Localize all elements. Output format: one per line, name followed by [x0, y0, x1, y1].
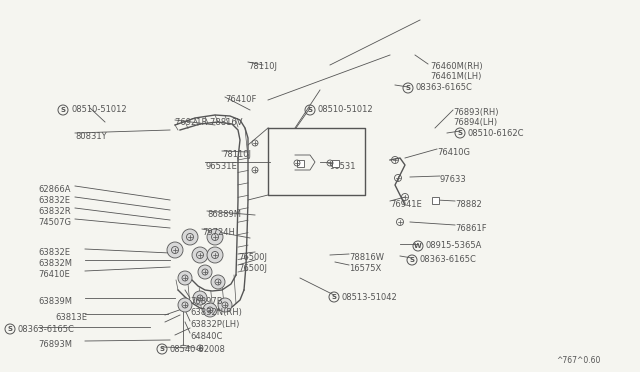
Circle shape: [167, 242, 183, 258]
Circle shape: [218, 298, 232, 312]
Circle shape: [192, 247, 208, 263]
Text: 86889M: 86889M: [207, 210, 241, 219]
Circle shape: [193, 291, 207, 305]
Circle shape: [178, 298, 192, 312]
Text: 08363-6165C: 08363-6165C: [18, 324, 75, 334]
Text: S: S: [159, 346, 164, 352]
Text: S: S: [458, 130, 463, 136]
Text: 97633: 97633: [440, 175, 467, 184]
Text: 76461M(LH): 76461M(LH): [430, 72, 481, 81]
Text: 76861F: 76861F: [455, 224, 486, 233]
Circle shape: [198, 265, 212, 279]
Text: 80831Y: 80831Y: [75, 132, 107, 141]
Text: 79724H: 79724H: [202, 228, 235, 237]
Text: 08513-51042: 08513-51042: [342, 292, 397, 301]
Text: 08363-6165C: 08363-6165C: [416, 83, 473, 93]
Text: 76941E: 76941E: [390, 200, 422, 209]
Text: 08540-62008: 08540-62008: [170, 344, 226, 353]
Text: 76410G: 76410G: [437, 148, 470, 157]
Text: 63832E: 63832E: [38, 196, 70, 205]
Text: 78110J: 78110J: [222, 150, 251, 159]
Text: 76897B: 76897B: [190, 297, 223, 306]
Text: 76410E: 76410E: [38, 270, 70, 279]
Text: 78110J: 78110J: [248, 62, 277, 71]
Text: 63839M: 63839M: [38, 297, 72, 306]
Circle shape: [207, 247, 223, 263]
Text: 78882: 78882: [455, 200, 482, 209]
Bar: [332, 160, 339, 167]
Text: S: S: [332, 294, 337, 300]
Text: 76410F: 76410F: [225, 95, 257, 104]
Circle shape: [203, 303, 217, 317]
Circle shape: [211, 275, 225, 289]
Text: 62866A: 62866A: [38, 185, 70, 194]
Text: ^767^0.60: ^767^0.60: [556, 356, 600, 365]
Bar: [296, 160, 303, 167]
Text: 08915-5365A: 08915-5365A: [426, 241, 483, 250]
Text: 63832E: 63832E: [38, 248, 70, 257]
Bar: [431, 196, 438, 203]
Text: 63832N(RH): 63832N(RH): [190, 308, 242, 317]
Text: 08510-6162C: 08510-6162C: [468, 128, 525, 138]
Text: 74507G: 74507G: [38, 218, 71, 227]
Text: S: S: [410, 257, 415, 263]
Text: 76500J: 76500J: [238, 253, 267, 262]
Text: S: S: [406, 85, 410, 91]
Text: S: S: [61, 107, 65, 113]
Text: 63832P(LH): 63832P(LH): [190, 320, 239, 329]
Text: S: S: [8, 326, 13, 332]
Circle shape: [182, 229, 198, 245]
Circle shape: [207, 229, 223, 245]
Text: 63813E: 63813E: [55, 313, 87, 322]
Text: 08510-51012: 08510-51012: [318, 106, 374, 115]
Text: 08510-51012: 08510-51012: [71, 106, 127, 115]
Text: 76893(RH): 76893(RH): [453, 108, 499, 117]
Text: 76894(LH): 76894(LH): [453, 118, 497, 127]
Text: 64840C: 64840C: [190, 332, 222, 341]
Text: 76893M: 76893M: [38, 340, 72, 349]
Text: 96531E: 96531E: [205, 162, 237, 171]
Text: 76500J: 76500J: [238, 264, 267, 273]
Text: 08363-6165C: 08363-6165C: [420, 256, 477, 264]
Circle shape: [178, 271, 192, 285]
Text: 76921R 78816V: 76921R 78816V: [175, 118, 243, 127]
Text: 78816W: 78816W: [349, 253, 384, 262]
Text: W: W: [414, 243, 422, 249]
Text: 76460M(RH): 76460M(RH): [430, 62, 483, 71]
Text: S: S: [307, 107, 312, 113]
Text: 96531: 96531: [330, 162, 356, 171]
Text: 63832R: 63832R: [38, 207, 70, 216]
Text: 16575X: 16575X: [349, 264, 381, 273]
Text: 63832M: 63832M: [38, 259, 72, 268]
